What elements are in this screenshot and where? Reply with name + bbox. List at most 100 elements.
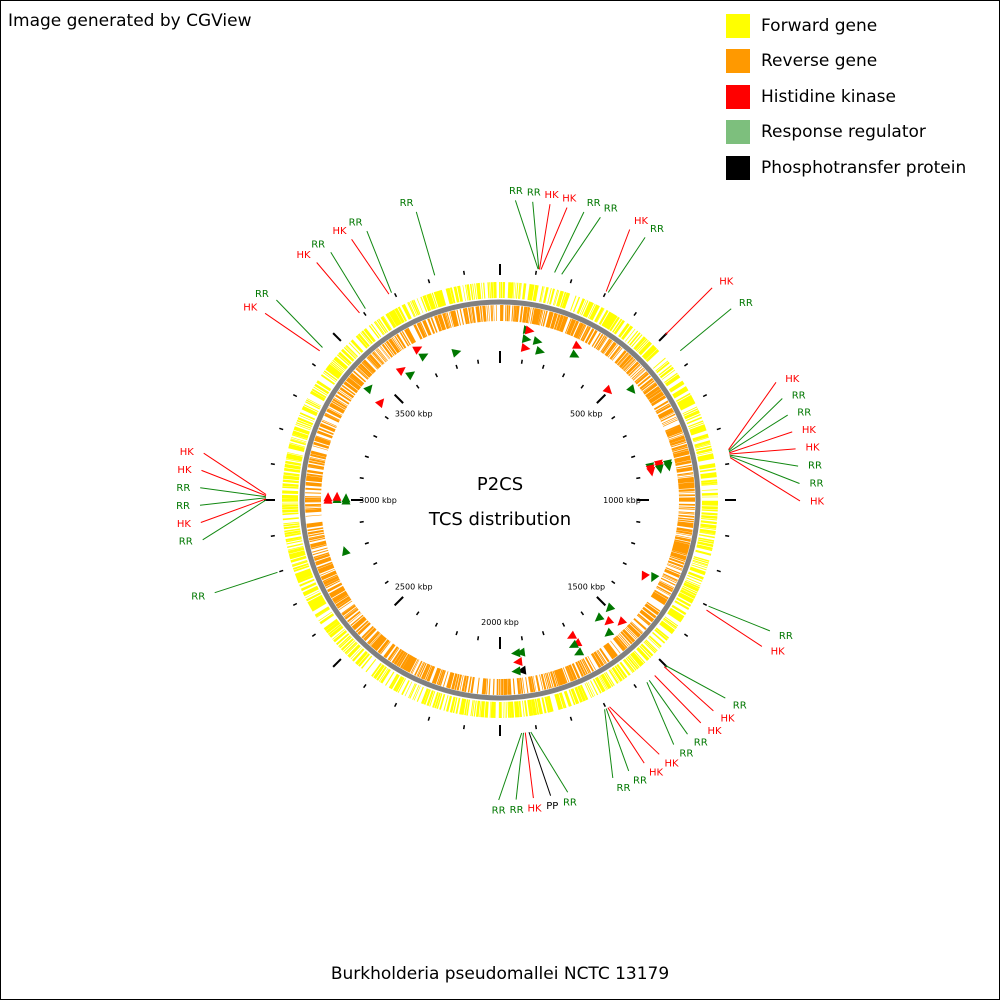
inner-minor-tick [541, 631, 545, 636]
tcs-feature-marker [663, 461, 673, 472]
feature-label: RR [191, 591, 205, 602]
feature-callout-line [264, 312, 320, 352]
tcs-feature-marker [513, 657, 523, 666]
feature-callout-line [200, 498, 267, 523]
tcs-feature-marker [323, 492, 333, 502]
inner-minor-tick [364, 541, 369, 545]
feature-callout-line [607, 237, 646, 293]
feature-label: RR [792, 391, 806, 402]
inner-minor-tick [622, 561, 627, 566]
feature-label: HK [527, 804, 542, 815]
inner-minor-tick [477, 359, 480, 364]
feature-label: RR [527, 187, 541, 198]
feature-callout-line [498, 732, 523, 801]
inner-minor-tick [622, 434, 627, 439]
feature-callout-line [202, 499, 267, 541]
inner-minor-tick [359, 520, 364, 523]
feature-label: RR [509, 186, 523, 197]
tcs-feature-marker [511, 666, 521, 676]
tick-labels: 500 kbp 1000 kbp 1500 kbp 2000 kbp 2500 kbp 3… [359, 410, 641, 627]
tcs-feature-marker [342, 546, 351, 557]
tcs-feature-marker [395, 366, 406, 377]
tcs-feature-marker [646, 466, 656, 477]
feature-callout-line [515, 732, 524, 800]
outer-minor-tick [311, 363, 316, 367]
inner-major-tick [393, 596, 404, 607]
tcs-feature-marker [569, 349, 580, 358]
feature-label: RR [739, 298, 753, 309]
feature-label: HK [665, 758, 680, 769]
tcs-feature-marker [605, 602, 616, 613]
inner-minor-tick [359, 477, 364, 480]
tcs-feature-marker [332, 491, 342, 501]
feature-label: HK [719, 276, 734, 287]
feature-label: HK [810, 496, 825, 507]
feature-callout-line [728, 398, 783, 452]
outer-minor-tick [534, 270, 538, 275]
outer-minor-tick [602, 292, 606, 298]
outer-minor-tick [684, 633, 689, 637]
feature-callout-line [524, 732, 534, 799]
inner-minor-tick [611, 580, 616, 585]
inner-minor-tick [636, 477, 641, 480]
feature-label: RR [808, 461, 822, 472]
outer-minor-tick [427, 279, 431, 284]
tcs-feature-marker [341, 493, 351, 503]
feature-callout-line [514, 200, 539, 270]
legend-swatch-reverse-gene [726, 49, 750, 74]
feature-label: RR [617, 783, 631, 794]
tick-label: 2500 kbp [395, 582, 433, 591]
feature-callout-line [729, 455, 800, 484]
outer-minor-tick [427, 716, 431, 721]
inner-minor-tick [373, 561, 378, 566]
tcs-feature-marker [363, 384, 373, 395]
outer-minor-tick [363, 311, 367, 316]
tcs-feature-marker [604, 615, 615, 626]
tcs-feature-marker [405, 371, 416, 381]
feature-callout-line [665, 665, 726, 699]
outer-minor-tick [279, 569, 284, 573]
feature-label: RR [633, 776, 647, 787]
feature-callout-line [728, 382, 777, 450]
tcs-feature-marker [568, 639, 579, 648]
feature-label: HK [806, 443, 821, 454]
feature-label: HK [802, 425, 817, 436]
feature-callout-line [605, 708, 630, 772]
legend-item-forward-gene: Forward gene [726, 8, 966, 44]
feature-callout-line [200, 487, 267, 498]
outer-minor-tick [684, 363, 689, 367]
legend-swatch-response-regulator [726, 120, 750, 145]
feature-callout-line [330, 252, 366, 309]
legend: Forward gene Reverse gene Histidine kina… [726, 8, 966, 186]
tcs-feature-marker [654, 464, 664, 474]
legend-swatch-histidine-kinase [726, 84, 750, 109]
feature-label: RR [510, 805, 524, 816]
feature-label: RR [179, 537, 193, 548]
inner-minor-tick [561, 622, 566, 627]
legend-label-reverse-gene: Reverse gene [761, 51, 878, 72]
feature-label: HK [721, 713, 736, 724]
outer-minor-tick [716, 427, 721, 431]
tcs-feature-marker [567, 630, 578, 639]
feature-label: HK [771, 647, 786, 658]
feature-label: PP [546, 801, 558, 812]
inner-minor-tick [561, 373, 566, 378]
map-subtitle: TCS distribution [428, 509, 571, 530]
outer-minor-tick [725, 462, 730, 466]
tcs-feature-marker [511, 648, 521, 658]
feature-label: HK [562, 193, 577, 204]
legend-label-response-regulator: Response regulator [761, 122, 926, 143]
tcs-feature-marker [594, 612, 605, 622]
feature-label: HK [243, 303, 258, 314]
feature-callout-line [532, 201, 540, 270]
feature-callout-line [530, 731, 569, 793]
feature-callout-line [648, 680, 688, 735]
inner-minor-tick [520, 636, 523, 641]
tcs-feature-marker [651, 572, 660, 583]
tcs-feature-marker [574, 647, 585, 656]
outer-minor-tick [292, 602, 298, 606]
tcs-feature-marker [572, 340, 583, 349]
feature-label: HK [545, 190, 560, 201]
feature-label: RR [810, 478, 824, 489]
